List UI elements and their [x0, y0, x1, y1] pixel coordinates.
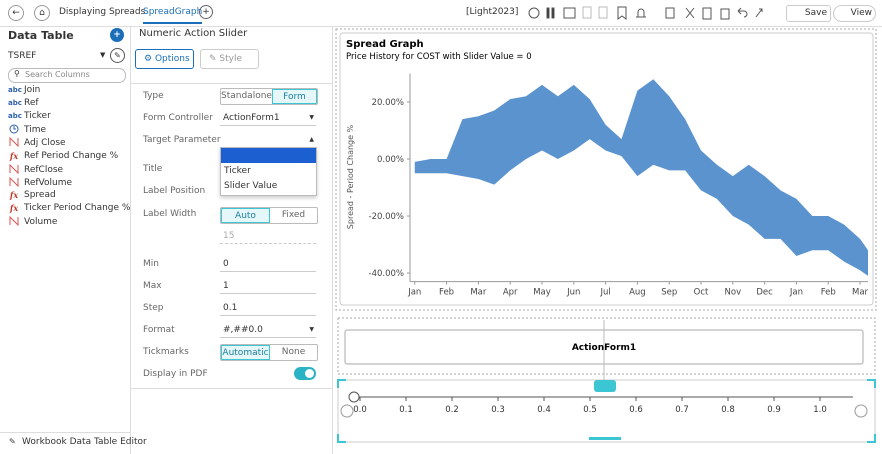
move-handle[interactable] — [594, 380, 616, 392]
y-tick-label: -20.00% — [369, 212, 404, 222]
x-tick-label: Jan — [407, 288, 421, 298]
slider-tick-label: 0.2 — [445, 405, 459, 415]
slider-tick-label: 0.8 — [721, 405, 735, 415]
x-tick-label: Aug — [629, 288, 646, 298]
y-tick-label: 20.00% — [372, 98, 404, 108]
slider-tick-label: 0.1 — [399, 405, 413, 415]
x-tick-label: Jun — [566, 288, 580, 298]
slider-tick-label: 0.4 — [537, 405, 551, 415]
x-tick-label: Oct — [694, 288, 709, 298]
x-tick-label: May — [533, 288, 551, 298]
y-tick-label: 0.00% — [377, 155, 404, 165]
x-tick-label: Jan — [789, 288, 803, 298]
slider-handle[interactable] — [349, 392, 359, 402]
x-tick-label: Feb — [821, 288, 836, 298]
y-tick-label: -40.00% — [369, 269, 404, 279]
chart-subtitle: Price History for COST with Slider Value… — [346, 52, 532, 62]
slider-tick-label: 0.9 — [767, 405, 781, 415]
slider-tick-label: 0.5 — [583, 405, 597, 415]
resize-handle[interactable] — [341, 405, 353, 417]
slider-tick-label: 1.0 — [813, 405, 827, 415]
slider-tick-label: 0.7 — [675, 405, 689, 415]
chart-title: Spread Graph — [346, 39, 424, 50]
resize-handle[interactable] — [589, 437, 621, 440]
x-tick-label: Mar — [852, 288, 869, 298]
x-tick-label: Jul — [599, 288, 610, 298]
x-tick-label: Sep — [661, 288, 677, 298]
x-tick-label: Dec — [756, 288, 773, 298]
resize-handle[interactable] — [855, 405, 867, 417]
x-tick-label: Apr — [503, 288, 518, 298]
x-tick-label: Nov — [725, 288, 742, 298]
slider-tick-label: 0.3 — [491, 405, 505, 415]
y-axis-label: Spread - Period Change % — [346, 124, 355, 229]
x-tick-label: Feb — [439, 288, 454, 298]
slider-tick-label: 0.6 — [629, 405, 643, 415]
slider-tick-label: 0.0 — [353, 405, 367, 415]
x-tick-label: Mar — [470, 288, 487, 298]
